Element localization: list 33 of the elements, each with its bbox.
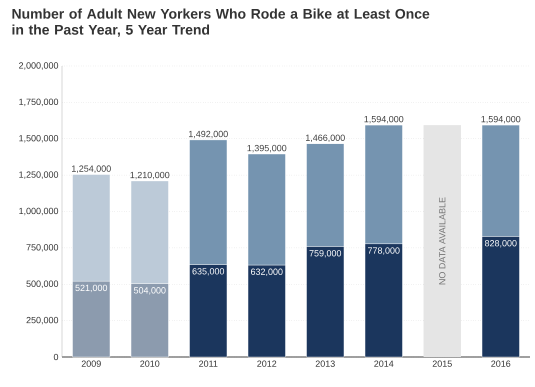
y-tick-label: 750,000 xyxy=(26,244,58,252)
data-label: 635,000 xyxy=(192,268,224,276)
y-tick-label: 500,000 xyxy=(26,280,58,288)
x-tick-label: 2011 xyxy=(199,360,218,367)
total-label: 1,466,000 xyxy=(306,134,345,142)
total-label: 1,594,000 xyxy=(481,116,520,124)
x-tick-label: 2016 xyxy=(491,360,510,367)
x-tick-label: 2012 xyxy=(257,360,276,367)
total-label: 1,395,000 xyxy=(247,144,286,152)
band-label: NO DATA AVAILABLE xyxy=(439,197,446,284)
chart-title: Number of Adult New Yorkers Who Rode a Bike at Least Once in the Past Year, 5 Year Trend xyxy=(12,8,430,37)
total-label: 1,492,000 xyxy=(188,130,228,138)
y-tick-label: 250,000 xyxy=(26,316,58,324)
x-tick-label: 2010 xyxy=(140,360,160,367)
total-label: 1,594,000 xyxy=(364,116,404,124)
total-label: 1,254,000 xyxy=(72,165,111,173)
x-tick-label: 2014 xyxy=(374,360,394,367)
x-tick-label: 2013 xyxy=(316,360,335,367)
data-label: 504,000 xyxy=(134,287,166,295)
y-tick-label: 0 xyxy=(54,354,58,360)
data-label: 632,000 xyxy=(251,268,283,276)
x-tick-label: 2015 xyxy=(432,360,452,367)
data-label: 759,000 xyxy=(310,250,342,258)
y-tick-label: 2,000,000 xyxy=(19,62,58,70)
y-tick-label: 1,000,000 xyxy=(19,208,58,216)
data-label: 828,000 xyxy=(484,240,517,248)
y-tick-label: 1,500,000 xyxy=(19,135,58,142)
y-tick-label: 1,250,000 xyxy=(19,171,58,179)
total-label: 1,210,000 xyxy=(130,172,170,180)
data-label: 521,000 xyxy=(75,284,108,292)
y-tick-label: 1,750,000 xyxy=(19,98,58,106)
x-tick-label: 2009 xyxy=(82,360,101,367)
data-label: 778,000 xyxy=(368,247,400,255)
